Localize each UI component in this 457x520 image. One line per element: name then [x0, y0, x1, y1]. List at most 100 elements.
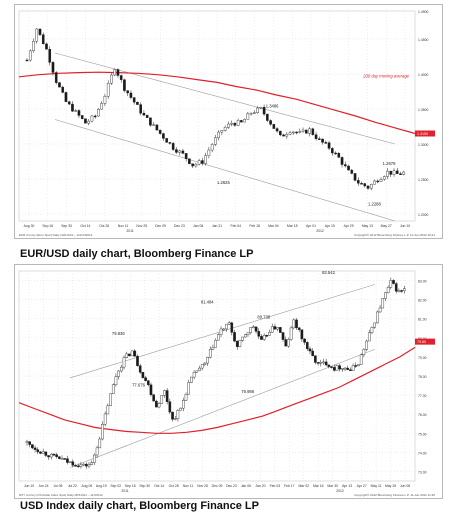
candle-body [64, 92, 68, 102]
candle-body [103, 413, 107, 425]
candle-body [394, 283, 398, 292]
candle-body [163, 390, 166, 396]
candle-body [103, 96, 107, 104]
candle-body [84, 463, 88, 467]
candle-body [136, 355, 139, 366]
x-tick-label: Aug 19 [96, 484, 107, 488]
x-tick-label: Feb 04 [231, 224, 242, 228]
price-annotation: 1.2625 [217, 180, 230, 185]
x-tick-label: May 27 [381, 224, 392, 228]
x-tick-label: Aug 05 [81, 484, 92, 488]
trend-channel-upper [69, 284, 376, 379]
candle-body [227, 123, 230, 128]
candle-body [301, 129, 305, 132]
candle-body [392, 170, 396, 175]
y-tick-label: 1.3500 [418, 108, 428, 112]
candle-body [171, 411, 174, 420]
candle-body [68, 461, 72, 463]
candle-body [297, 327, 301, 330]
candle-body [395, 170, 399, 174]
candle-body [66, 458, 69, 463]
candle-body [58, 82, 61, 88]
candle-body [110, 74, 113, 84]
candle-body [214, 137, 217, 145]
candle-body [324, 361, 328, 366]
candle-body [382, 176, 386, 180]
candle-body [270, 326, 274, 333]
x-tick-label: Nov 25 [197, 484, 208, 488]
candle-body [337, 153, 341, 158]
candle-body [269, 120, 272, 125]
candle-body [93, 115, 97, 118]
candle-body [298, 131, 302, 133]
candle-body [318, 138, 321, 140]
x-tick-label: Sep 02 [110, 484, 121, 488]
candle-body [49, 453, 53, 458]
candle-body [39, 451, 42, 454]
candle-body [305, 129, 308, 134]
candle-body [369, 184, 373, 189]
candle-body [155, 400, 158, 408]
candle-body [217, 334, 220, 341]
price-annotation: 80.738 [257, 315, 270, 320]
candle-body [114, 376, 118, 385]
price-marker-box [415, 130, 435, 137]
candle-body [260, 336, 263, 340]
eurusd-chart-panel: 1.4900 1.4500 1.4000 1.3500 1.3000 1.2500 1.20… [14, 4, 443, 239]
candle-body [152, 124, 155, 126]
candle-body [25, 59, 29, 62]
x-tick-label: Feb 03 [270, 484, 281, 488]
candle-body [122, 357, 126, 368]
candle-body [79, 464, 83, 467]
x-tick-label: Dec 09 [155, 224, 166, 228]
candle-body [230, 322, 234, 333]
candle-body [165, 390, 169, 402]
candle-body [54, 72, 58, 83]
candle-body [386, 287, 390, 293]
y-tick-label: 1.2500 [418, 178, 428, 182]
candle-body [322, 361, 325, 364]
candle-body [379, 179, 383, 182]
price-marker-label: 79.80 [417, 340, 426, 344]
x-year-label: 2011 [121, 489, 128, 493]
candle-body [208, 349, 212, 358]
candle-body [179, 407, 182, 411]
x-tick-label: Mar 02 [298, 484, 309, 488]
x-tick-label: Oct 28 [99, 224, 109, 228]
candle-body [254, 326, 258, 332]
candle-body [341, 368, 344, 370]
candle-body [403, 288, 406, 291]
candle-body [376, 311, 379, 324]
candle-body [219, 328, 223, 335]
candle-body [249, 327, 252, 333]
x-tick-label: May 13 [362, 224, 373, 228]
candle-body [225, 323, 228, 330]
candle-body [145, 114, 149, 118]
eurusd-caption: EUR/USD daily chart, Bloomberg Finance L… [20, 248, 254, 260]
candle-body [287, 339, 290, 347]
candle-body [149, 117, 152, 126]
x-tick-label: Jan 06 [193, 224, 203, 228]
x-year-label: 2012 [316, 229, 324, 233]
x-year-label: 2011 [126, 229, 133, 233]
candle-body [363, 183, 367, 187]
candle-body [235, 340, 239, 347]
candle-body [35, 28, 39, 42]
candle-body [188, 158, 191, 164]
x-tick-label: Sep 30 [139, 484, 150, 488]
candle-body [343, 367, 347, 370]
y-tick-label: 1.4000 [418, 73, 428, 77]
candle-body [139, 104, 142, 114]
x-tick-label: Nov 25 [136, 224, 147, 228]
chart-footer-source: EUR Curncy (Euro Spot) Daily 13AUG10 – 1… [19, 233, 93, 237]
x-tick-label: Jan 06 [241, 484, 251, 488]
x-tick-label: Mar 04 [268, 224, 279, 228]
candle-body [292, 319, 296, 329]
candle-body [210, 144, 214, 151]
candle-body [130, 350, 134, 357]
candle-body [354, 365, 358, 367]
candle-body [238, 340, 242, 347]
candle-body [284, 339, 288, 347]
candle-body [192, 372, 196, 378]
candle-body [246, 332, 250, 335]
